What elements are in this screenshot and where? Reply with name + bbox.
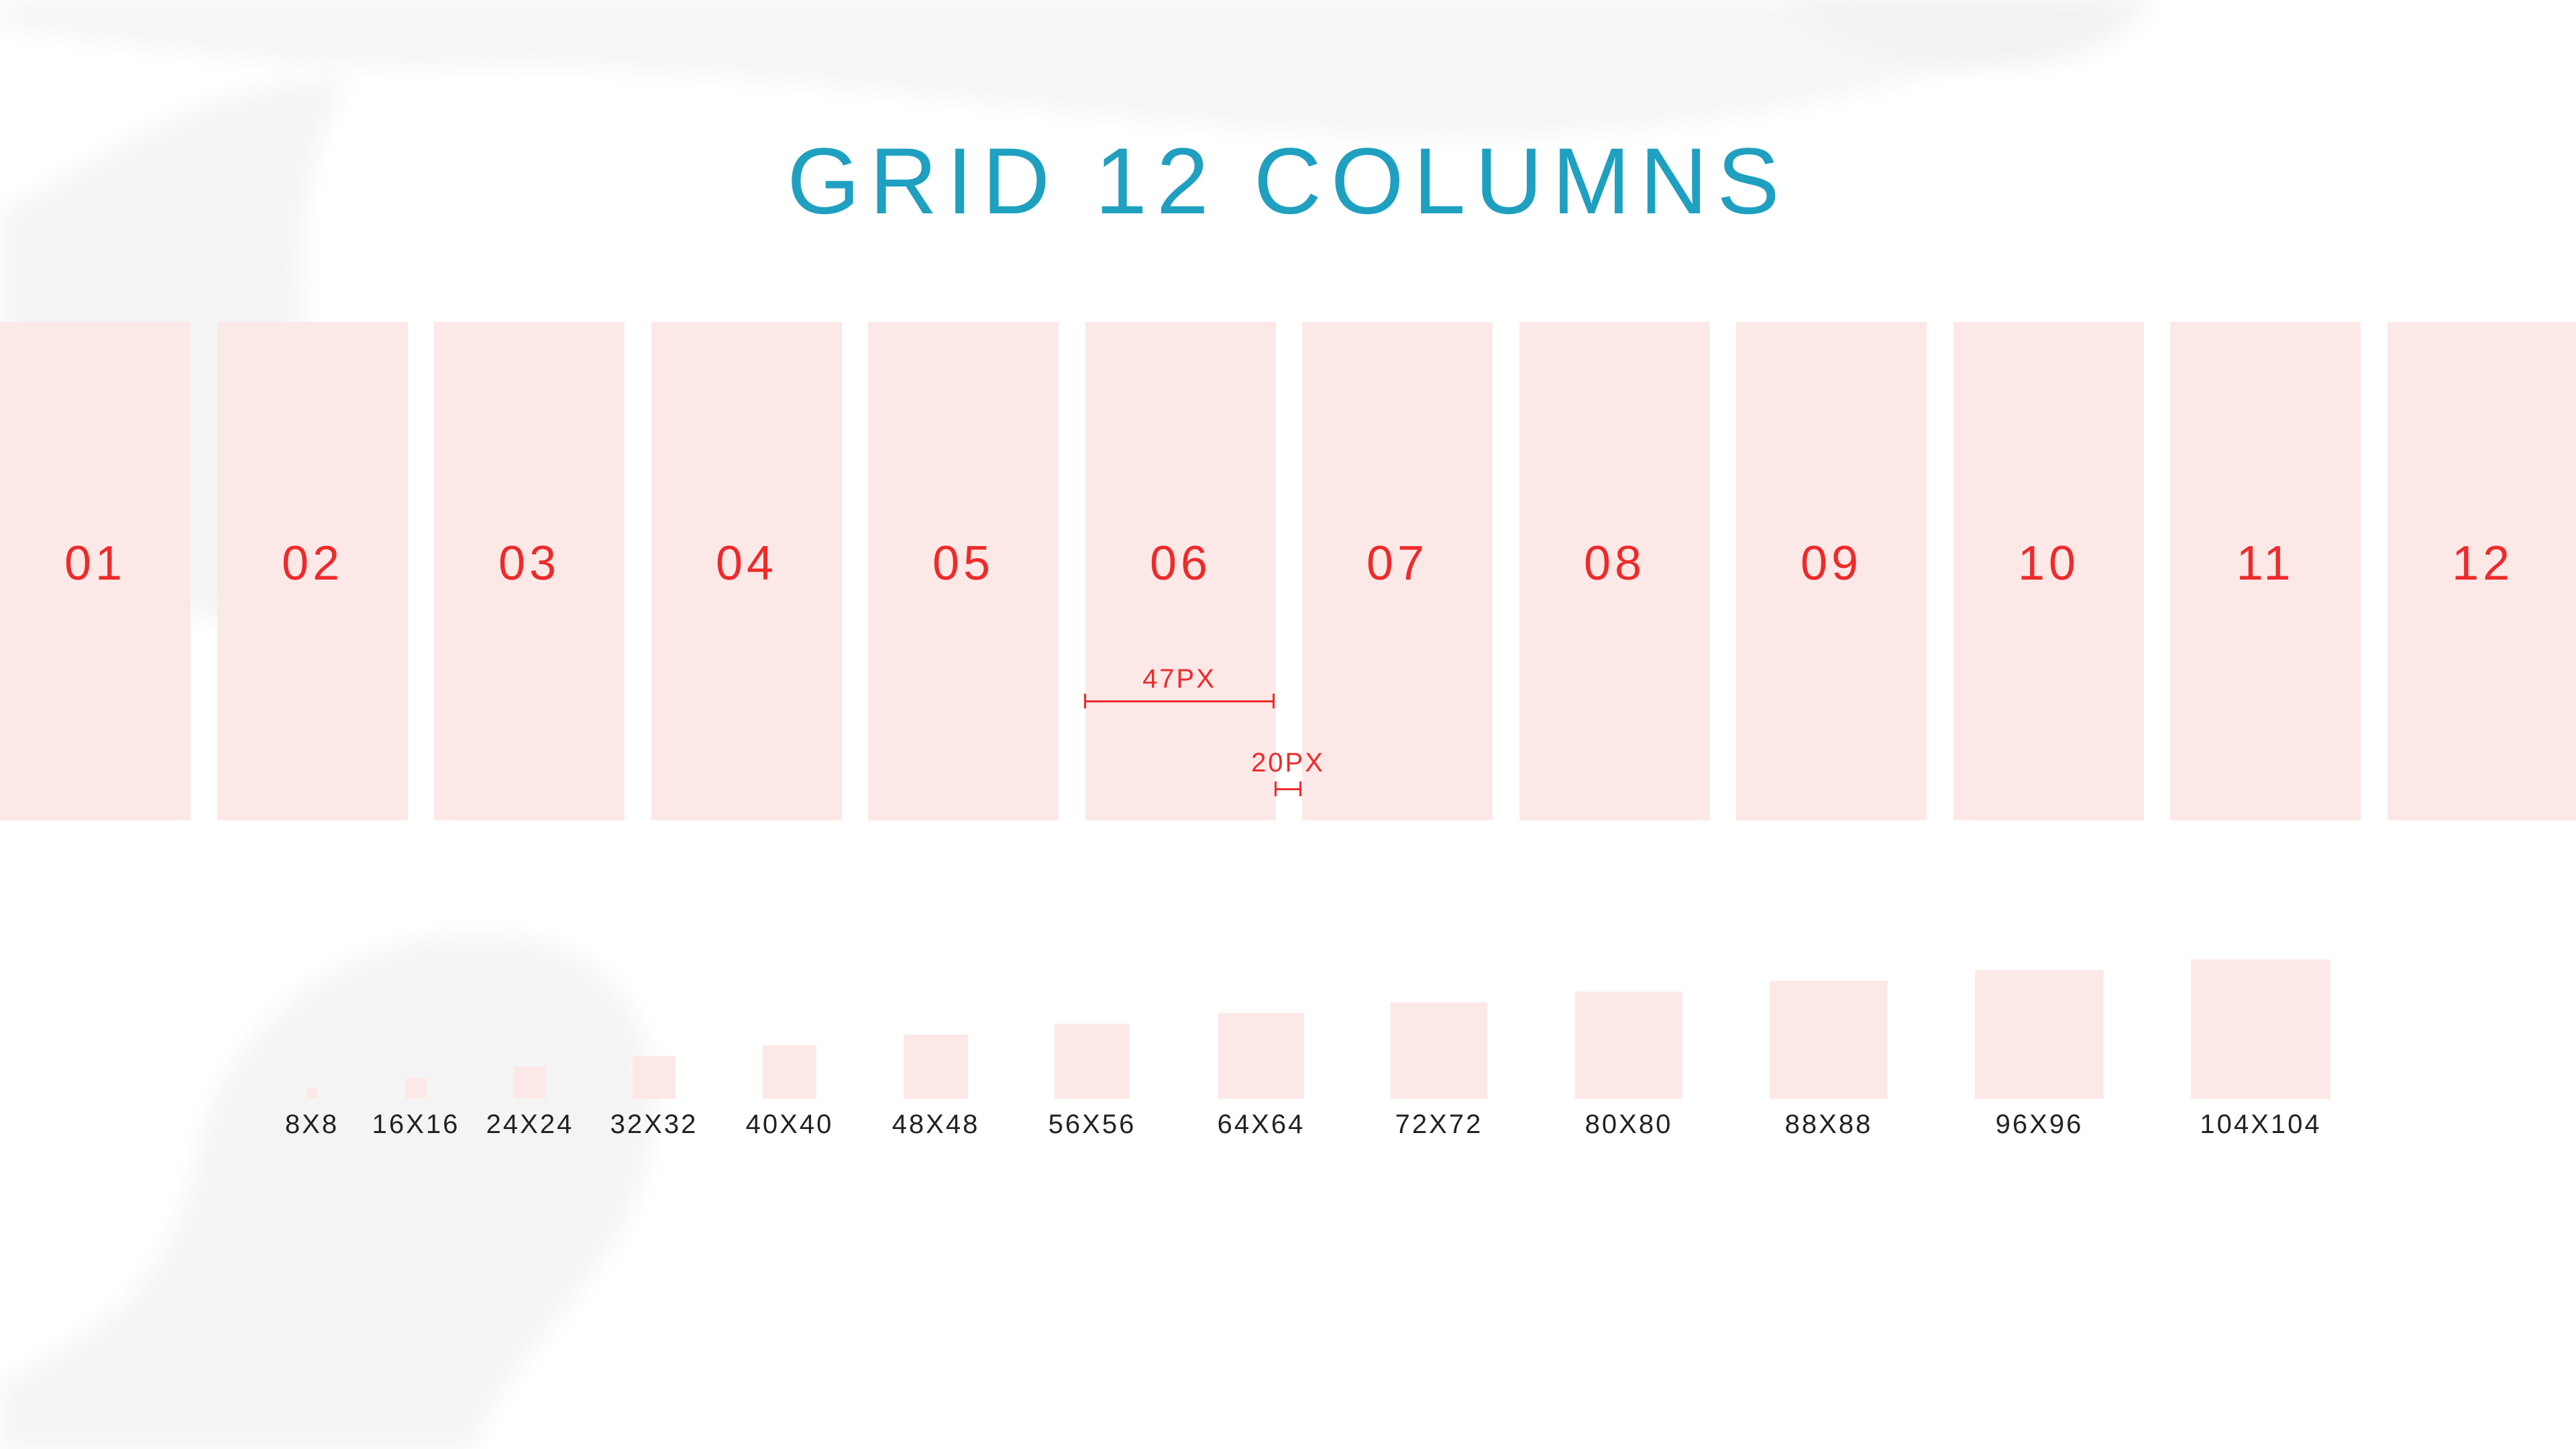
grid-column-04: 04 (651, 322, 842, 820)
grid-column-label: 04 (715, 537, 778, 590)
size-label: 48X48 (892, 1110, 980, 1139)
grid-column-label: 07 (1366, 537, 1429, 590)
grid-column-10: 10 (1953, 322, 2144, 820)
grid-column-label: 05 (932, 537, 995, 590)
gutter-width-tick-right (1299, 782, 1301, 796)
column-width-measure: 47PX (1084, 664, 1275, 708)
size-label: 32X32 (610, 1110, 698, 1139)
size-square-32 (633, 1056, 676, 1099)
grid-column-label: 08 (1583, 537, 1646, 590)
grid-column-01: 01 (0, 322, 191, 820)
grid-column-label: 12 (2451, 537, 2514, 590)
grid-column-label: 10 (2017, 537, 2080, 590)
column-width-tick-right (1273, 694, 1275, 708)
grid-column-08: 08 (1519, 322, 1710, 820)
size-square-48 (904, 1034, 968, 1099)
size-label: 72X72 (1395, 1110, 1483, 1139)
grid-column-label: 03 (498, 537, 561, 590)
size-square-16 (405, 1077, 427, 1099)
grid-column-label: 06 (1149, 537, 1212, 590)
size-label: 16X16 (372, 1110, 460, 1139)
grid-column-02: 02 (217, 322, 408, 820)
size-square-96 (1975, 970, 2104, 1099)
grid-column-06: 06 (1085, 322, 1276, 820)
grid-column-12: 12 (2387, 322, 2576, 820)
size-label: 104X104 (2200, 1110, 2322, 1139)
grid-column-label: 02 (281, 537, 344, 590)
grid-column-label: 11 (2236, 537, 2295, 590)
grid-column-11: 11 (2170, 322, 2361, 820)
size-square-88 (1770, 981, 1888, 1099)
size-square-72 (1391, 1002, 1487, 1099)
grid-column-09: 09 (1736, 322, 1927, 820)
column-width-line (1084, 700, 1275, 702)
grid-column-07: 07 (1302, 322, 1493, 820)
gutter-width-line (1275, 788, 1301, 790)
size-label: 96X96 (1995, 1110, 2084, 1139)
size-square-56 (1055, 1024, 1130, 1099)
gutter-width-tick-left (1275, 782, 1277, 796)
size-label: 64X64 (1217, 1110, 1305, 1139)
page-title: GRID 12 COLUMNS (787, 128, 1789, 233)
size-square-64 (1218, 1013, 1304, 1099)
grid-column-05: 05 (868, 322, 1059, 820)
size-label: 24X24 (486, 1110, 574, 1139)
swirl-bottom (0, 936, 654, 1449)
gutter-width-label: 20PX (1251, 748, 1325, 777)
grid-column-label: 01 (64, 537, 127, 590)
size-square-8 (307, 1088, 317, 1099)
size-label: 40X40 (745, 1110, 834, 1139)
grid-column-label: 09 (1800, 537, 1863, 590)
grid-column-03: 03 (434, 322, 625, 820)
size-square-104 (2191, 959, 2330, 1099)
size-label: 56X56 (1048, 1110, 1136, 1139)
size-label: 88X88 (1784, 1110, 1873, 1139)
size-square-24 (514, 1067, 546, 1099)
column-width-tick-left (1084, 694, 1086, 708)
size-square-80 (1575, 991, 1682, 1099)
size-square-40 (763, 1045, 816, 1099)
swirl-top-right (1778, 0, 2153, 66)
size-label: 8X8 (284, 1110, 339, 1139)
swirl-top (0, 0, 2147, 137)
gutter-width-measure: 20PX (1248, 748, 1328, 796)
column-width-label: 47PX (1142, 664, 1216, 694)
size-label: 80X80 (1585, 1110, 1673, 1139)
